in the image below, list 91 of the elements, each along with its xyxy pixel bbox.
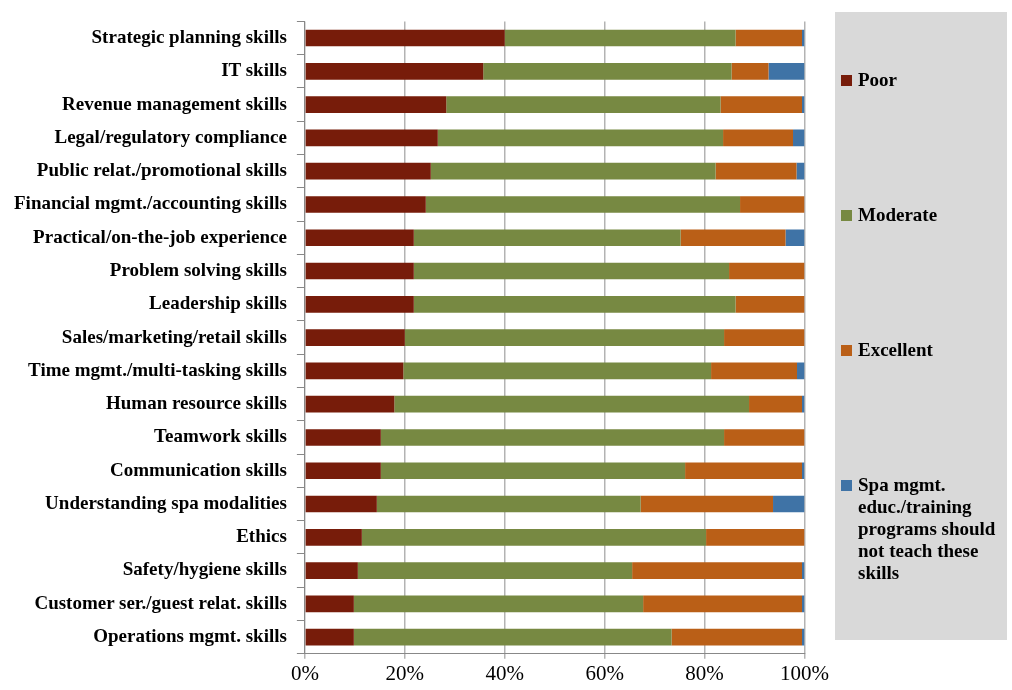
bar: [403, 362, 712, 380]
y-tick-label: Revenue management skills: [62, 92, 287, 114]
y-tick-label: Public relat./promotional skills: [36, 159, 287, 181]
bar: [797, 362, 805, 380]
bar: [731, 63, 769, 80]
bar: [643, 595, 803, 613]
bar: [305, 562, 358, 579]
y-tick-label: Ethics: [236, 525, 287, 547]
bar: [793, 129, 805, 147]
legend-label: Moderate: [858, 203, 938, 226]
y-tick-label: Financial mgmt./accounting skills: [13, 192, 287, 214]
bar: [729, 262, 805, 280]
x-tick-label: 40%: [485, 660, 524, 685]
bar: [305, 362, 404, 380]
bar: [785, 229, 805, 247]
bar: [437, 129, 724, 147]
x-tick-label: 60%: [585, 660, 624, 685]
y-tick-label: Legal/regulatory compliance: [54, 125, 287, 147]
y-tick-label: Problem solving skills: [109, 258, 287, 280]
bar: [413, 296, 736, 313]
y-tick-label: Strategic planning skills: [91, 25, 287, 47]
bar: [394, 395, 750, 413]
y-tick-label: Understanding spa modalities: [45, 491, 287, 513]
bar: [504, 29, 736, 47]
bar: [305, 129, 438, 147]
bar: [430, 162, 716, 180]
bar: [305, 162, 431, 180]
bar: [706, 528, 805, 546]
y-tick-label: Communication skills: [110, 458, 287, 480]
y-tick-label: Teamwork skills: [154, 425, 287, 447]
bar: [305, 29, 505, 47]
bar: [305, 462, 381, 480]
bar: [640, 495, 774, 513]
y-tick-label: Sales/marketing/retail skills: [61, 325, 287, 347]
bar: [413, 262, 730, 280]
bar: [380, 429, 725, 446]
y-tick-label: Customer ser./guest relat. skills: [34, 591, 287, 613]
bar: [671, 628, 803, 646]
bar: [357, 562, 633, 579]
bar: [483, 63, 732, 80]
bar: [376, 495, 641, 513]
bar: [446, 96, 721, 113]
bar: [715, 162, 797, 180]
bar: [353, 595, 644, 613]
bar: [305, 229, 414, 247]
y-tick-label: Leadership skills: [149, 292, 287, 314]
bar: [720, 96, 803, 113]
bar: [380, 462, 686, 480]
bar: [749, 395, 803, 413]
bar: [305, 528, 362, 546]
bar: [685, 462, 803, 480]
bar: [305, 628, 354, 646]
bar: [413, 229, 681, 247]
y-tick-label: Operations mgmt. skills: [93, 625, 287, 647]
bar: [735, 296, 805, 313]
bar: [711, 362, 798, 380]
x-tick-label: 0%: [290, 660, 319, 685]
bar: [723, 129, 794, 147]
bar: [425, 196, 741, 213]
bar: [724, 429, 805, 446]
bar: [768, 63, 805, 80]
bar: [305, 595, 354, 613]
bar: [740, 196, 805, 213]
y-tick-label: Human resource skills: [106, 392, 287, 414]
x-tick-label: 100%: [780, 660, 829, 685]
bar: [353, 628, 672, 646]
bar: [305, 96, 447, 113]
bar: [305, 495, 377, 513]
x-tick-label: 20%: [385, 660, 425, 685]
bar: [305, 395, 395, 413]
bar: [680, 229, 786, 247]
legend-label: Poor: [858, 68, 898, 91]
bar: [305, 429, 381, 446]
bar: [773, 495, 805, 513]
bar: [305, 329, 405, 346]
bar: [305, 296, 414, 313]
bar: [632, 562, 803, 579]
bar: [404, 329, 725, 346]
bar: [361, 528, 707, 546]
y-tick-label: Time mgmt./multi-tasking skills: [28, 358, 287, 380]
y-tick-label: Practical/on-the-job experience: [33, 225, 287, 247]
bar: [305, 196, 426, 213]
x-tick-label: 80%: [685, 660, 724, 685]
y-tick-label: Safety/hygiene skills: [122, 558, 287, 580]
bar: [735, 29, 803, 47]
legend-label: Spa mgmt. educ./training programs should not teach these skills: [858, 473, 997, 584]
bar: [305, 63, 484, 80]
bar: [724, 329, 805, 346]
y-tick-label: IT skills: [221, 59, 287, 81]
bar: [305, 262, 414, 280]
legend-label: Excellent: [858, 338, 933, 361]
